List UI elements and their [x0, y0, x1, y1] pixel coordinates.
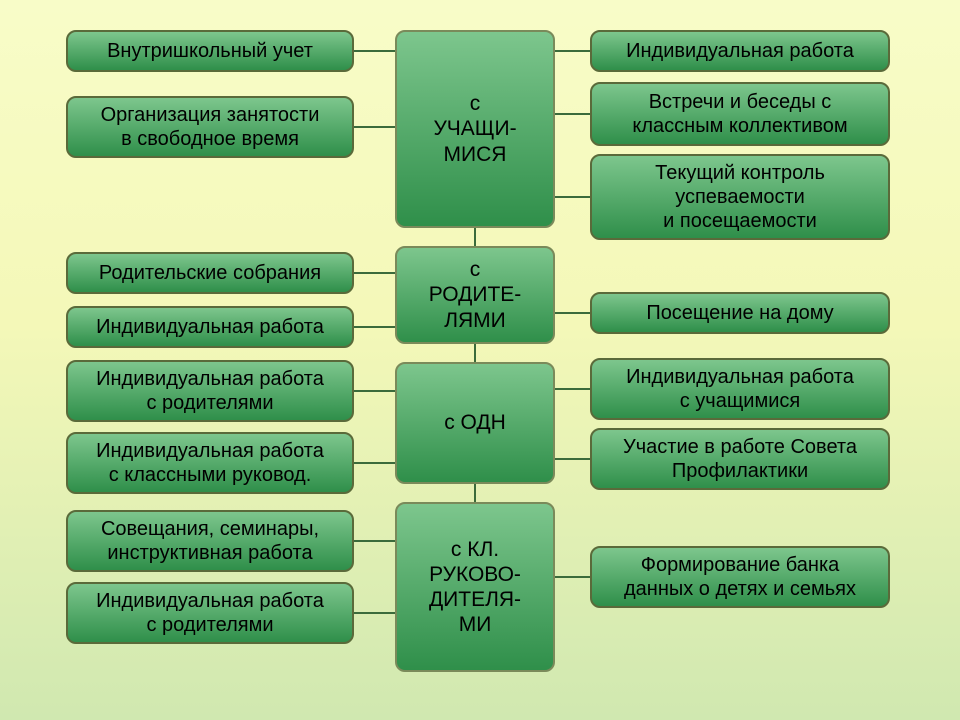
leaf-l12: Участие в работе СоветаПрофилактики [590, 428, 890, 490]
hub-label: с ОДН [444, 410, 506, 435]
hub-h2: сРОДИТЕ-ЛЯМИ [395, 246, 555, 344]
hub-h3: с ОДН [395, 362, 555, 484]
leaf-label: Индивидуальная работас классными руковод… [96, 439, 324, 487]
leaf-l5: Текущий контрольуспеваемостии посещаемос… [590, 154, 890, 240]
leaf-label: Совещания, семинары,инструктивная работа [101, 517, 319, 565]
leaf-label: Индивидуальная работас родителями [96, 589, 324, 637]
leaf-l3: Индивидуальная работа [590, 30, 890, 72]
leaf-label: Текущий контрольуспеваемостии посещаемос… [655, 161, 825, 233]
leaf-l15: Формирование банкаданных о детях и семья… [590, 546, 890, 608]
leaf-label: Индивидуальная работас родителями [96, 367, 324, 415]
leaf-l14: Индивидуальная работас родителями [66, 582, 354, 644]
leaf-label: Посещение на дому [646, 301, 833, 325]
hub-label: сРОДИТЕ-ЛЯМИ [429, 257, 522, 333]
hub-h4: с КЛ.РУКОВО-ДИТЕЛЯ-МИ [395, 502, 555, 672]
leaf-label: Организация занятостив свободное время [101, 103, 320, 151]
leaf-l13: Совещания, семинары,инструктивная работа [66, 510, 354, 572]
leaf-label: Внутришкольный учет [107, 39, 313, 63]
leaf-label: Участие в работе СоветаПрофилактики [623, 435, 857, 483]
leaf-l10: Индивидуальная работас классными руковод… [66, 432, 354, 494]
hub-label: с КЛ.РУКОВО-ДИТЕЛЯ-МИ [429, 537, 521, 638]
hub-h1: сУЧАЩИ-МИСЯ [395, 30, 555, 228]
leaf-l6: Родительские собрания [66, 252, 354, 294]
leaf-l4: Встречи и беседы склассным коллективом [590, 82, 890, 146]
leaf-l9: Индивидуальная работас родителями [66, 360, 354, 422]
hub-label: сУЧАЩИ-МИСЯ [433, 91, 516, 167]
leaf-label: Родительские собрания [99, 261, 321, 285]
leaf-label: Индивидуальная работа [626, 39, 854, 63]
leaf-label: Индивидуальная работас учащимися [626, 365, 854, 413]
leaf-l1: Внутришкольный учет [66, 30, 354, 72]
leaf-l7: Индивидуальная работа [66, 306, 354, 348]
leaf-label: Встречи и беседы склассным коллективом [632, 90, 847, 138]
leaf-l2: Организация занятостив свободное время [66, 96, 354, 158]
leaf-label: Индивидуальная работа [96, 315, 324, 339]
leaf-l11: Индивидуальная работас учащимися [590, 358, 890, 420]
leaf-l8: Посещение на дому [590, 292, 890, 334]
leaf-label: Формирование банкаданных о детях и семья… [624, 553, 856, 601]
